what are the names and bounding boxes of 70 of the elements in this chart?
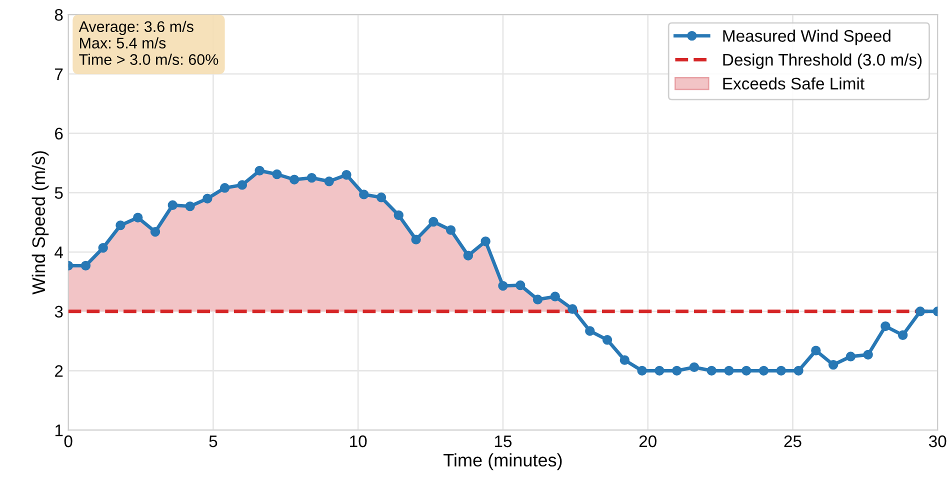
point: [794, 366, 804, 376]
y-tick-label: 2: [55, 365, 63, 377]
point: [254, 166, 264, 176]
x-axis-title: Time (minutes): [444, 453, 562, 470]
annotation: Average: 3.6 m/s Max: 5.4 m/s Time > 3.0 m/s: 60%: [78, 20, 218, 65]
point: [220, 183, 230, 193]
y-tick-label: 8: [54, 8, 63, 21]
point: [706, 366, 716, 376]
x-tick-label: 20: [639, 435, 656, 448]
point: [272, 169, 282, 180]
point: [168, 200, 178, 210]
point: [811, 346, 821, 356]
legend-label: Exceeds Safe Limit: [723, 77, 864, 90]
y-tick-label: 6: [55, 128, 63, 140]
point: [237, 180, 248, 190]
point: [654, 366, 664, 376]
point: [480, 236, 490, 246]
point: [724, 366, 734, 376]
x-tick-label: 30: [928, 435, 946, 448]
point: [359, 190, 369, 200]
point: [289, 174, 300, 184]
point: [550, 292, 560, 302]
point: [150, 226, 160, 237]
point: [620, 355, 630, 365]
y-axis-title: Wind Speed (m/s): [32, 151, 49, 295]
legend-label: Design Threshold (3.0 m/s): [723, 53, 922, 69]
point: [776, 366, 786, 376]
point: [80, 260, 91, 271]
y-tick-label: 3: [54, 306, 63, 318]
x-tick-label: 0: [64, 435, 72, 448]
legend-label: Measured Wind Speed: [723, 30, 890, 46]
point: [568, 304, 578, 314]
point: [306, 172, 317, 183]
point: [602, 335, 612, 345]
y-tick-label: 7: [55, 68, 63, 80]
point: [446, 225, 456, 235]
y-tick-label: 4: [54, 246, 63, 258]
point: [342, 170, 352, 180]
point: [133, 212, 143, 222]
point: [463, 250, 474, 260]
x-tick-label: 15: [494, 436, 512, 448]
point: [185, 201, 195, 212]
point: [585, 326, 595, 336]
point: [915, 306, 926, 316]
point: [672, 366, 682, 376]
x-tick-label: 5: [209, 436, 218, 448]
point: [324, 176, 334, 186]
point: [758, 366, 769, 376]
point: [880, 321, 890, 332]
point: [898, 330, 908, 340]
point: [98, 243, 108, 253]
point: [376, 192, 386, 202]
point: [689, 362, 700, 372]
point: [637, 366, 647, 376]
point: [394, 210, 404, 220]
point: [116, 220, 126, 230]
point: [498, 281, 508, 291]
point: [428, 216, 438, 227]
point: [742, 366, 752, 376]
point: [515, 280, 526, 290]
x-tick-label: 10: [350, 435, 367, 448]
point: [202, 194, 212, 204]
point: [532, 294, 543, 304]
y-tick-label: 1: [55, 424, 63, 436]
x-tick-label: 25: [784, 435, 802, 448]
point: [411, 234, 421, 244]
point: [863, 350, 873, 360]
point: [828, 360, 838, 370]
point: [846, 352, 856, 362]
y-tick-label: 5: [54, 187, 63, 199]
